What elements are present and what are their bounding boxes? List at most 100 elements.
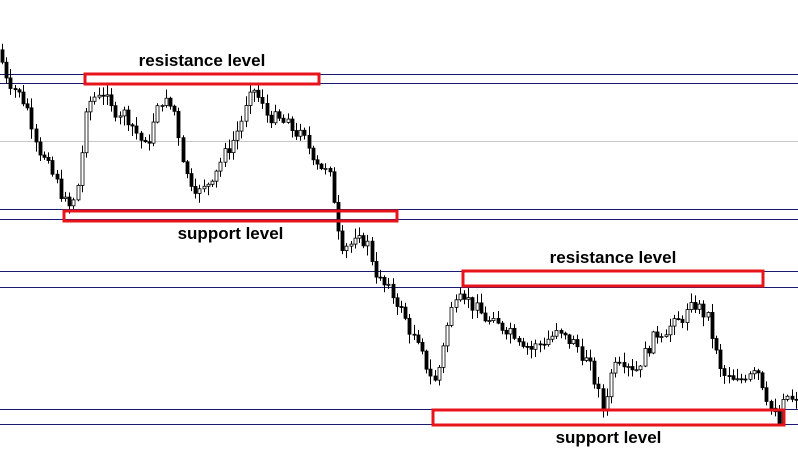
candle-43 bbox=[181, 135, 186, 163]
candle-body bbox=[517, 337, 522, 343]
candle-128 bbox=[538, 340, 543, 353]
candle-82 bbox=[344, 243, 349, 259]
candle-body bbox=[794, 398, 798, 401]
candle-145 bbox=[609, 368, 614, 404]
candle-26 bbox=[109, 88, 114, 112]
candle-body bbox=[491, 317, 496, 321]
candle-10 bbox=[42, 151, 47, 160]
candle-body bbox=[84, 111, 89, 154]
candle-168 bbox=[706, 311, 711, 321]
candle-113 bbox=[475, 294, 480, 319]
candle-body bbox=[332, 171, 337, 203]
horizontal-lines bbox=[0, 74, 798, 425]
candle-body bbox=[790, 395, 795, 400]
candle-129 bbox=[542, 337, 547, 350]
candle-body bbox=[651, 331, 656, 354]
candle-body bbox=[38, 141, 43, 156]
candle-body bbox=[189, 173, 194, 187]
candle-body bbox=[8, 77, 13, 89]
candle-body bbox=[672, 318, 677, 327]
candle-156 bbox=[655, 325, 660, 344]
candle-body bbox=[764, 387, 769, 402]
candle-6 bbox=[25, 98, 30, 111]
candle-body bbox=[592, 360, 597, 385]
candle-135 bbox=[567, 333, 572, 349]
candle-167 bbox=[701, 300, 706, 327]
candle-108 bbox=[454, 294, 459, 313]
candle-body bbox=[130, 124, 135, 127]
candle-body bbox=[437, 366, 442, 381]
candle-body bbox=[63, 196, 68, 199]
candle-189 bbox=[794, 391, 798, 409]
candle-body bbox=[143, 139, 148, 143]
candle-57 bbox=[239, 115, 244, 139]
candle-173 bbox=[727, 367, 732, 384]
candle-110 bbox=[462, 290, 467, 305]
candle-body bbox=[328, 168, 333, 173]
candle-body bbox=[206, 183, 211, 187]
candle-body bbox=[59, 178, 64, 199]
candle-body bbox=[521, 341, 526, 347]
candle-31 bbox=[130, 122, 135, 136]
candle-body bbox=[319, 163, 324, 169]
candle-30 bbox=[126, 105, 131, 132]
candle-body bbox=[470, 297, 475, 311]
candle-11 bbox=[46, 152, 51, 164]
candle-147 bbox=[617, 356, 622, 366]
candle-158 bbox=[664, 329, 669, 338]
candle-180 bbox=[756, 368, 761, 381]
candle-40 bbox=[168, 96, 173, 110]
candle-body bbox=[42, 154, 47, 158]
candle-body bbox=[638, 365, 643, 371]
candle-138 bbox=[580, 338, 585, 366]
candle-body bbox=[727, 375, 732, 377]
candle-171 bbox=[718, 344, 723, 377]
candle-body bbox=[777, 411, 782, 424]
candle-body bbox=[588, 357, 593, 362]
candle-body bbox=[769, 401, 774, 409]
candle-body bbox=[67, 196, 72, 207]
candle-111 bbox=[466, 287, 471, 309]
candle-body bbox=[630, 366, 635, 371]
candle-163 bbox=[685, 303, 690, 331]
candle-body bbox=[386, 283, 391, 286]
candle-body bbox=[546, 338, 551, 346]
candle-body bbox=[353, 237, 358, 245]
candle-body bbox=[92, 96, 97, 102]
candle-body bbox=[181, 137, 186, 163]
candle-body bbox=[454, 299, 459, 308]
support-resistance-zones bbox=[62, 72, 786, 427]
candle-body bbox=[462, 293, 467, 300]
candle-body bbox=[458, 293, 463, 301]
candle-body bbox=[218, 161, 223, 172]
candle-97 bbox=[407, 313, 412, 344]
candle-body bbox=[281, 117, 286, 123]
candle-body bbox=[722, 368, 727, 376]
candle-body bbox=[395, 297, 400, 307]
candle-body bbox=[302, 129, 307, 136]
candle-127 bbox=[533, 339, 538, 357]
candle-146 bbox=[613, 357, 618, 378]
candle-body bbox=[601, 388, 606, 410]
candle-body bbox=[483, 312, 488, 322]
candle-body bbox=[340, 230, 345, 251]
candle-18 bbox=[76, 183, 81, 202]
candle-body bbox=[550, 335, 555, 340]
candle-body bbox=[294, 130, 299, 137]
candle-179 bbox=[752, 367, 757, 380]
candle-15 bbox=[63, 191, 68, 202]
candle-70 bbox=[294, 122, 299, 140]
candle-161 bbox=[676, 311, 681, 321]
candle-22 bbox=[92, 92, 97, 105]
candle-150 bbox=[630, 359, 635, 377]
candle-114 bbox=[479, 293, 484, 315]
candle-166 bbox=[697, 300, 702, 314]
candle-body bbox=[433, 375, 438, 381]
candle-64 bbox=[269, 110, 274, 128]
candle-14 bbox=[59, 169, 64, 202]
candle-body bbox=[29, 107, 34, 130]
candle-17 bbox=[71, 197, 76, 209]
candle-body bbox=[647, 348, 652, 354]
candle-body bbox=[214, 170, 219, 182]
